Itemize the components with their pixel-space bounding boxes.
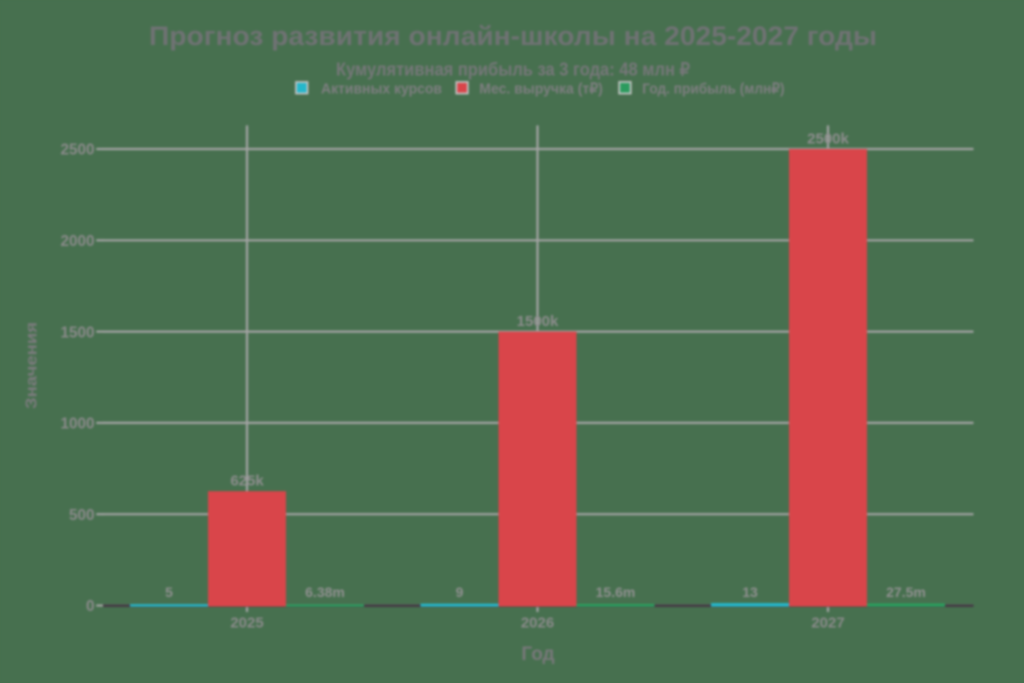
svg-text:5: 5: [165, 584, 173, 600]
svg-text:15.6m: 15.6m: [596, 584, 636, 600]
svg-text:Мес. выручка (т₽): Мес. выручка (т₽): [479, 81, 603, 98]
svg-text:2026: 2026: [521, 614, 554, 631]
svg-text:2027: 2027: [811, 614, 844, 631]
svg-text:27.5m: 27.5m: [886, 584, 926, 600]
svg-text:Активных курсов: Активных курсов: [321, 81, 442, 98]
svg-text:2500: 2500: [60, 142, 94, 159]
svg-text:13: 13: [742, 584, 758, 600]
svg-text:2000: 2000: [60, 233, 94, 250]
svg-text:1500: 1500: [60, 324, 94, 341]
svg-text:1000: 1000: [60, 416, 94, 433]
svg-text:Кумулятивная прибыль за 3 года: Кумулятивная прибыль за 3 года: 48 млн ₽: [336, 60, 690, 80]
svg-text:9: 9: [456, 584, 464, 600]
svg-text:Год. прибыль (млн₽): Год. прибыль (млн₽): [642, 81, 784, 98]
svg-text:Значения: Значения: [24, 322, 41, 409]
svg-text:500: 500: [69, 507, 95, 524]
svg-text:625k: 625k: [230, 473, 264, 490]
svg-text:Год: Год: [521, 644, 554, 665]
svg-text:0: 0: [86, 598, 95, 615]
svg-text:6.38m: 6.38m: [305, 584, 345, 600]
svg-text:1500k: 1500k: [517, 313, 559, 330]
svg-text:2025: 2025: [230, 614, 263, 631]
svg-text:2500k: 2500k: [807, 131, 849, 148]
svg-text:Прогноз развития онлайн-школы: Прогноз развития онлайн-школы на 2025-20…: [149, 21, 877, 51]
